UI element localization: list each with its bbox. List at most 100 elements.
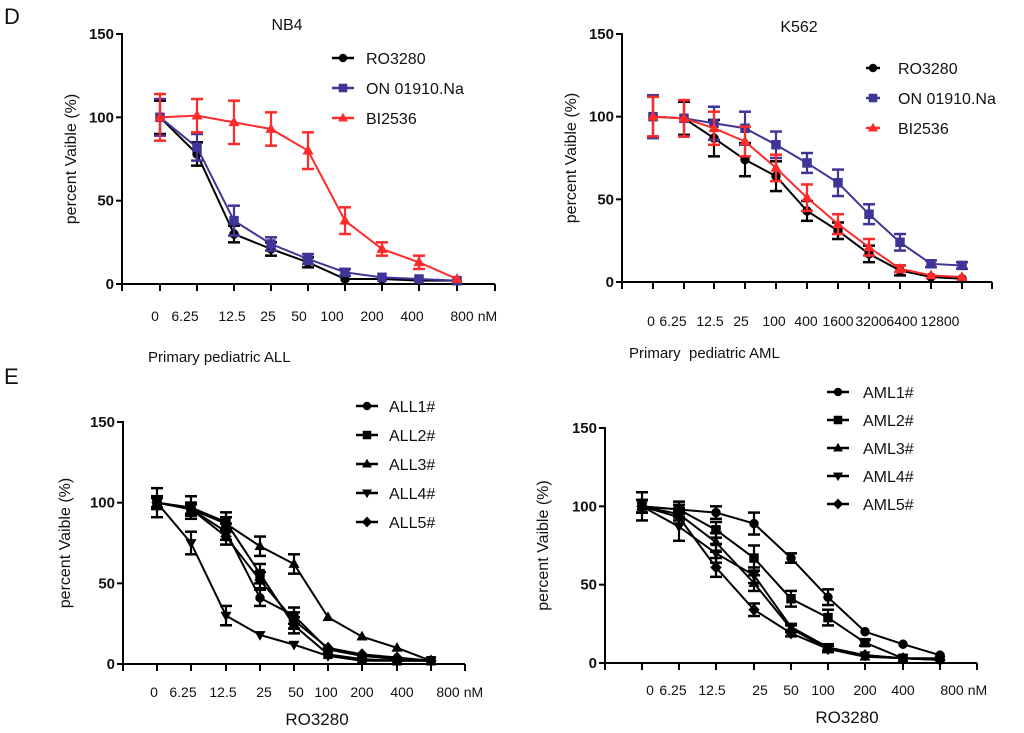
data-point bbox=[220, 611, 232, 622]
legend-marker bbox=[832, 442, 844, 452]
data-point bbox=[860, 626, 870, 637]
data-point bbox=[255, 593, 265, 603]
data-point bbox=[288, 558, 300, 568]
y-tick-label: 0 bbox=[589, 655, 597, 672]
y-tick-label: 100 bbox=[572, 498, 597, 515]
legend-marker bbox=[361, 516, 373, 528]
data-point bbox=[739, 135, 751, 146]
y-tick-label: 50 bbox=[98, 575, 115, 592]
series-aml5- bbox=[636, 498, 946, 667]
x-tick-label: 6400 bbox=[886, 313, 917, 329]
x-tick-label: 0 bbox=[150, 684, 158, 700]
x-tick-label: 25 bbox=[260, 308, 276, 324]
legend-marker bbox=[832, 472, 844, 482]
x-tick-label: 800 bbox=[436, 684, 460, 700]
data-point bbox=[425, 654, 437, 667]
legend-marker bbox=[338, 53, 348, 63]
y-tick-label: 50 bbox=[597, 191, 614, 208]
data-point bbox=[254, 631, 266, 641]
x-unit-label: nM bbox=[478, 308, 497, 324]
x-tick-label: 400 bbox=[794, 313, 818, 329]
data-point bbox=[894, 262, 906, 273]
data-point bbox=[833, 178, 843, 188]
legend-marker bbox=[362, 401, 372, 411]
x-tick-label: 6.25 bbox=[171, 308, 198, 324]
legend-label: AML4# bbox=[863, 469, 914, 486]
chart-title: K562 bbox=[780, 19, 817, 36]
data-point bbox=[228, 116, 240, 127]
x-tick-label: 3200 bbox=[855, 313, 886, 329]
x-tick-label: 400 bbox=[400, 308, 424, 324]
x-tick-label: 100 bbox=[314, 684, 338, 700]
y-tick-label: 150 bbox=[572, 420, 597, 437]
x-tick-label: 200 bbox=[360, 308, 384, 324]
x-tick-label: 400 bbox=[891, 682, 915, 698]
series-bi2536 bbox=[647, 95, 968, 281]
data-point bbox=[708, 122, 720, 133]
data-point bbox=[339, 214, 351, 225]
y-tick-label: 0 bbox=[107, 656, 115, 673]
data-point bbox=[192, 142, 202, 153]
data-point bbox=[863, 241, 875, 252]
y-tick-label: 50 bbox=[97, 193, 114, 210]
legend-marker bbox=[337, 112, 349, 122]
data-point bbox=[926, 259, 936, 269]
data-point bbox=[749, 518, 759, 529]
data-point bbox=[678, 112, 690, 123]
legend-label: BI2536 bbox=[366, 111, 417, 128]
data-point bbox=[710, 561, 722, 574]
legend-item: RO3280 bbox=[866, 61, 958, 78]
y-axis-label: percent Vaible (%) bbox=[63, 94, 80, 224]
legend-item: AML1# bbox=[827, 385, 914, 402]
y-tick-label: 0 bbox=[606, 274, 614, 291]
data-point bbox=[771, 140, 781, 150]
legend-item: ON 01910.Na bbox=[866, 91, 996, 108]
x-tick-label: 0 bbox=[647, 313, 655, 329]
data-point bbox=[376, 243, 388, 253]
x-tick-label: 400 bbox=[390, 684, 414, 700]
legend-marker bbox=[867, 122, 879, 132]
y-axis-label: percent Vaible (%) bbox=[535, 480, 552, 610]
data-point bbox=[356, 648, 368, 661]
legend-label: ALL3# bbox=[389, 457, 435, 474]
data-point bbox=[413, 256, 425, 267]
data-point bbox=[895, 237, 905, 248]
data-point bbox=[288, 640, 300, 651]
data-point bbox=[340, 267, 350, 278]
data-point bbox=[254, 540, 266, 551]
x-tick-label: 12.5 bbox=[698, 682, 725, 698]
data-point bbox=[934, 653, 946, 667]
x-tick-label: 6.25 bbox=[659, 682, 686, 698]
data-point bbox=[647, 110, 659, 121]
panel-letter-d: D bbox=[4, 4, 20, 29]
legend-item: RO3280 bbox=[332, 51, 426, 68]
data-point bbox=[322, 611, 334, 622]
data-point bbox=[191, 109, 203, 120]
data-point bbox=[859, 648, 871, 662]
legend-label: AML5# bbox=[863, 497, 914, 514]
x-tick-label: 200 bbox=[350, 684, 374, 700]
section-header-aml: Primary pediatric AML bbox=[629, 345, 780, 362]
y-tick-label: 150 bbox=[90, 414, 115, 431]
legend-label: ALL5# bbox=[389, 515, 435, 532]
panel-letter-e: E bbox=[4, 364, 19, 389]
data-point bbox=[957, 260, 967, 271]
legend-label: BI2536 bbox=[898, 121, 949, 138]
y-tick-label: 150 bbox=[589, 26, 614, 43]
data-point bbox=[748, 603, 760, 616]
legend-label: ALL4# bbox=[389, 486, 435, 503]
x-axis-label: RO3280 bbox=[285, 710, 348, 729]
data-point bbox=[636, 500, 648, 513]
legend-marker bbox=[868, 93, 878, 103]
data-point bbox=[770, 162, 782, 172]
chart-title: NB4 bbox=[271, 17, 302, 34]
legend-item: BI2536 bbox=[866, 121, 949, 138]
y-axis-label: percent Vaible (%) bbox=[563, 93, 580, 223]
y-tick-label: 150 bbox=[89, 26, 114, 43]
legend-item: ALL4# bbox=[356, 486, 435, 503]
legend-label: AML2# bbox=[863, 413, 914, 430]
y-tick-label: 0 bbox=[106, 276, 114, 293]
legend-marker bbox=[361, 458, 373, 468]
data-point bbox=[266, 239, 276, 249]
